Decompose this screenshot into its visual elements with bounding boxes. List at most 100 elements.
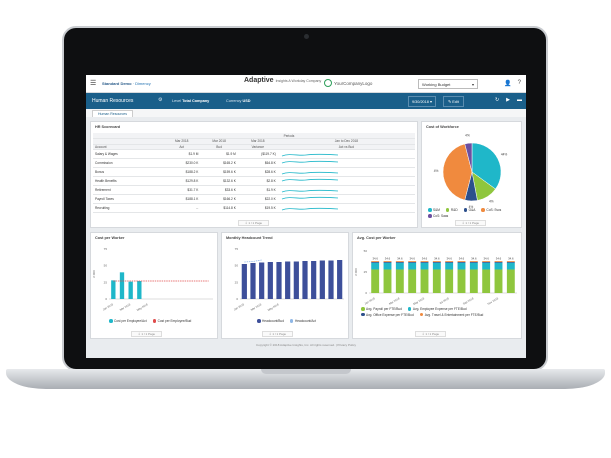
legend-item[interactable]: Avg. Office Expense per FTE/Bud [361, 313, 414, 317]
table-row[interactable]: Bonus $188.2 K $159.6 K $28.6 K [93, 167, 415, 177]
stacked-bar-segment[interactable] [482, 261, 491, 262]
bar[interactable] [111, 280, 116, 299]
bar[interactable] [137, 281, 142, 299]
pie-slice[interactable] [442, 143, 473, 201]
table-row[interactable]: Salary & Wages $1.9 M $1.9 M ($119.7 K) [93, 149, 415, 159]
bar[interactable] [259, 262, 265, 300]
stacked-bar-segment[interactable] [457, 261, 466, 263]
bar[interactable] [328, 260, 334, 300]
version-select[interactable]: Working Budget ▾ [418, 79, 478, 89]
legend-item[interactable]: Avg. Payroll per FTE/Bud [361, 307, 402, 311]
stacked-bar-segment[interactable] [383, 262, 392, 270]
mhc-pager[interactable]: ⇩ 1 / 1 Page [262, 331, 294, 337]
bar[interactable] [302, 261, 308, 299]
pie-pager[interactable]: ⇩ 1 / 1 Page [455, 220, 487, 226]
legend-item[interactable]: CoS: Svcs [481, 208, 501, 212]
stacked-bar-segment[interactable] [482, 269, 491, 293]
currency-filter[interactable]: Currency USD [226, 99, 251, 103]
video-icon[interactable]: ▶ [506, 97, 510, 103]
stacked-bar-segment[interactable] [408, 261, 417, 263]
stacked-bar-segment[interactable] [494, 261, 503, 263]
legend-item[interactable]: R&D [445, 208, 458, 212]
tab-human-resources[interactable]: Human Resources [92, 110, 133, 117]
edit-button[interactable]: ✎ Edit [443, 96, 464, 107]
settings-gear-icon[interactable]: ⚙ [158, 97, 163, 103]
date-selector[interactable]: 9/30/2018 ▾ [408, 96, 436, 107]
stacked-bar-segment[interactable] [506, 262, 515, 270]
legend-item[interactable]: Headcount/Bud [257, 319, 284, 323]
stacked-bar-segment[interactable] [432, 261, 441, 262]
bar[interactable] [293, 261, 299, 300]
stacked-bar-segment[interactable] [506, 261, 515, 262]
stacked-bar-segment[interactable] [371, 261, 380, 263]
breadcrumb[interactable]: Standard Demo · Dimency [102, 81, 151, 86]
pie-slice[interactable] [471, 142, 502, 190]
stacked-bar-segment[interactable] [494, 269, 503, 293]
bar[interactable] [311, 261, 317, 299]
stacked-bar-segment[interactable] [469, 262, 478, 270]
cpw-pager[interactable]: ⇩ 1 / 1 Page [131, 331, 163, 337]
stacked-bar-segment[interactable] [395, 262, 404, 270]
stacked-bar-segment[interactable] [506, 261, 515, 263]
table-row[interactable]: Health Benefits $129.8 K $132.6 K $2.8 K [93, 176, 415, 186]
stacked-bar-segment[interactable] [420, 262, 429, 270]
stacked-bar-segment[interactable] [383, 261, 392, 262]
stacked-bar-segment[interactable] [395, 261, 404, 263]
refresh-icon[interactable]: ↻ [494, 97, 500, 103]
stacked-bar-segment[interactable] [457, 269, 466, 293]
legend-item[interactable]: Cost per Employee/Act [109, 319, 147, 323]
stacked-bar-segment[interactable] [420, 269, 429, 293]
bar[interactable] [119, 272, 125, 299]
stacked-bar-segment[interactable] [383, 269, 392, 293]
stacked-bar-segment[interactable] [371, 262, 380, 270]
stacked-bar-segment[interactable] [371, 269, 380, 293]
stacked-bar-segment[interactable] [445, 262, 454, 270]
folder-icon[interactable]: ▬ [517, 97, 522, 103]
stacked-bar-segment[interactable] [482, 262, 491, 270]
legend-item[interactable]: Headcount/Act [289, 319, 316, 323]
stacked-bar-segment[interactable] [371, 261, 380, 262]
bar[interactable] [267, 262, 273, 299]
stacked-bar-segment[interactable] [445, 261, 454, 263]
stacked-bar-segment[interactable] [408, 261, 417, 262]
breadcrumb-level[interactable]: Dimency [135, 81, 151, 86]
stacked-bar-segment[interactable] [469, 261, 478, 262]
stacked-bar-segment[interactable] [445, 261, 454, 262]
bar[interactable] [128, 281, 133, 299]
table-row[interactable]: Retirement $31.7 K $33.6 K $1.9 K [93, 185, 415, 195]
stacked-bar-segment[interactable] [395, 269, 404, 293]
stacked-bar-segment[interactable] [408, 262, 417, 270]
bar[interactable] [276, 262, 282, 299]
bar[interactable] [241, 264, 247, 299]
stacked-bar-segment[interactable] [494, 261, 503, 262]
bar[interactable] [337, 260, 343, 299]
stacked-bar-segment[interactable] [420, 261, 429, 262]
stacked-bar-segment[interactable] [420, 261, 429, 263]
hamburger-menu-icon[interactable]: ☰ [90, 80, 97, 87]
stacked-bar-segment[interactable] [494, 262, 503, 270]
stacked-bar-segment[interactable] [432, 262, 441, 270]
bar[interactable] [319, 260, 325, 300]
stacked-bar-segment[interactable] [383, 261, 392, 263]
table-row[interactable]: Payroll Taxes $188.1 K $166.2 K $22.0 K [93, 194, 415, 204]
stacked-bar-segment[interactable] [469, 261, 478, 263]
stacked-bar-segment[interactable] [432, 261, 441, 263]
table-row[interactable]: Commission $230.0 K $165.2 K $64.8 K [93, 158, 415, 168]
bar[interactable] [250, 263, 256, 299]
pie-slice[interactable] [464, 142, 473, 173]
help-icon[interactable]: ? [517, 80, 521, 86]
stacked-bar-segment[interactable] [432, 269, 441, 293]
bar[interactable] [285, 261, 291, 300]
stacked-bar-segment[interactable] [457, 261, 466, 262]
legend-item[interactable]: Cost per Employee/Bud [152, 319, 191, 323]
table-row[interactable]: Recruiting... $114.8 K $19.5 K [93, 203, 415, 213]
stacked-bar-segment[interactable] [457, 262, 466, 270]
stacked-bar-segment[interactable] [469, 269, 478, 293]
legend-item[interactable]: G&A [463, 208, 475, 212]
scorecard-pager[interactable]: ⇩ 1 / 1 Page [238, 220, 270, 226]
level-filter[interactable]: Level Total Company [172, 99, 209, 103]
stacked-bar-segment[interactable] [445, 269, 454, 293]
legend-item[interactable]: S&M [428, 208, 440, 212]
legend-item[interactable]: CoS: Saas [428, 214, 448, 218]
stacked-bar-segment[interactable] [482, 261, 491, 263]
